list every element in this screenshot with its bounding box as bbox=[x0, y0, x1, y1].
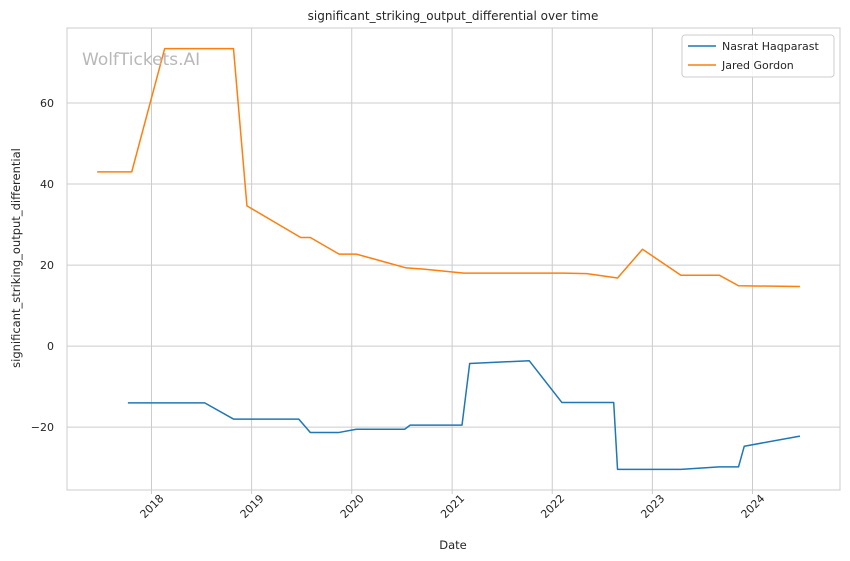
x-axis-title: Date bbox=[439, 538, 467, 552]
plot-border bbox=[66, 27, 841, 491]
watermark: WolfTickets.AI bbox=[82, 50, 200, 70]
legend-label: Jared Gordon bbox=[721, 59, 794, 72]
y-tick-label: 60 bbox=[40, 97, 54, 110]
legend-box bbox=[681, 34, 835, 78]
y-tick-label: 0 bbox=[47, 340, 54, 353]
y-axis-title: significant_striking_output_differential bbox=[9, 148, 23, 368]
y-tick-label: −20 bbox=[31, 421, 54, 434]
series-line-2 bbox=[97, 47, 800, 288]
plot-frame bbox=[66, 27, 841, 491]
legend-label: Nasrat Haqparast bbox=[722, 40, 819, 53]
grid-lines bbox=[67, 28, 840, 490]
chart-title: significant_striking_output_differential… bbox=[308, 9, 599, 23]
y-tick-label: 20 bbox=[40, 259, 54, 272]
plot-background bbox=[67, 28, 840, 490]
series-line-1 bbox=[127, 359, 801, 471]
plot-area bbox=[67, 28, 840, 490]
y-tick-labels: −20 0 20 40 60 bbox=[31, 97, 54, 434]
series-layer bbox=[97, 47, 801, 471]
legend: Nasrat Haqparast Jared Gordon bbox=[681, 34, 835, 78]
y-tick-label: 40 bbox=[40, 178, 54, 191]
